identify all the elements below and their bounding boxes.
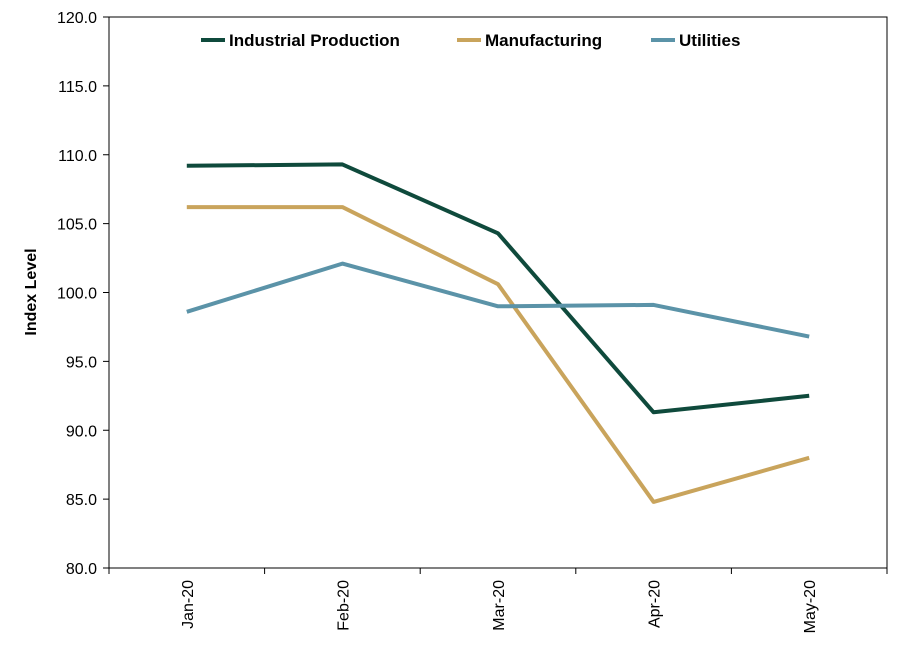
series-line-industrial-production [186, 162, 810, 415]
legend: Industrial Production Manufacturing Utilit… [201, 31, 740, 50]
x-tick-label: Mar-20 [491, 580, 508, 631]
plot-border [108, 16, 888, 569]
y-tick-label: 115.0 [58, 79, 97, 96]
legend-label: Utilities [679, 31, 740, 50]
y-tick-label: 95.0 [66, 354, 97, 371]
legend-label: Manufacturing [485, 31, 602, 50]
y-tick-label: 110.0 [58, 148, 97, 165]
y-tick-label: 80.0 [66, 561, 97, 578]
y-axis-title: Index Level [23, 248, 40, 335]
y-tick-label: 85.0 [66, 492, 97, 509]
series-line-utilities [186, 261, 810, 339]
plot-area [108, 16, 888, 569]
x-tick-label: May-20 [802, 580, 819, 633]
series-line-manufacturing [186, 205, 810, 504]
y-axis: 80.0 85.0 90.0 95.0 100.0 105.0 110.0 115.0 120.… [57, 10, 109, 578]
y-tick-label: 120.0 [57, 10, 97, 27]
x-tick-label: Feb-20 [335, 580, 352, 631]
legend-label: Industrial Production [229, 31, 400, 50]
x-tick-label: Jan-20 [180, 580, 197, 629]
y-tick-label: 105.0 [57, 217, 97, 234]
x-axis: Jan-20 Feb-20 Mar-20 Apr-20 May-20 [108, 568, 888, 633]
y-tick-label: 90.0 [66, 423, 97, 440]
series-lines [186, 162, 810, 504]
y-tick-label: 100.0 [57, 286, 97, 303]
x-tick-label: Apr-20 [647, 580, 664, 628]
